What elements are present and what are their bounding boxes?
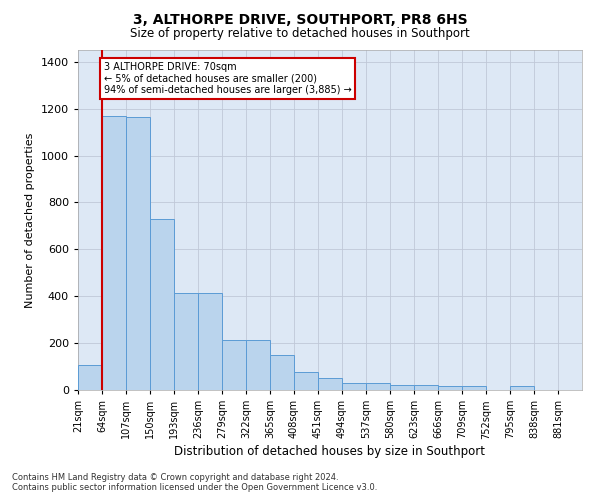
Bar: [198, 292, 222, 390]
Bar: [438, 386, 462, 390]
Bar: [414, 386, 438, 390]
Bar: [150, 219, 174, 390]
Bar: [78, 366, 102, 390]
Bar: [270, 355, 294, 390]
Bar: [366, 383, 390, 390]
Y-axis label: Number of detached properties: Number of detached properties: [25, 132, 35, 308]
Bar: [246, 340, 270, 390]
Text: 3, ALTHORPE DRIVE, SOUTHPORT, PR8 6HS: 3, ALTHORPE DRIVE, SOUTHPORT, PR8 6HS: [133, 12, 467, 26]
Bar: [510, 386, 534, 390]
Bar: [102, 116, 126, 390]
Text: Contains HM Land Registry data © Crown copyright and database right 2024.
Contai: Contains HM Land Registry data © Crown c…: [12, 473, 377, 492]
Bar: [294, 372, 318, 390]
Bar: [390, 386, 414, 390]
X-axis label: Distribution of detached houses by size in Southport: Distribution of detached houses by size …: [175, 446, 485, 458]
Bar: [222, 340, 246, 390]
Bar: [342, 383, 366, 390]
Text: Size of property relative to detached houses in Southport: Size of property relative to detached ho…: [130, 28, 470, 40]
Bar: [462, 386, 486, 390]
Bar: [174, 292, 198, 390]
Bar: [318, 378, 342, 390]
Bar: [126, 117, 150, 390]
Text: 3 ALTHORPE DRIVE: 70sqm
← 5% of detached houses are smaller (200)
94% of semi-de: 3 ALTHORPE DRIVE: 70sqm ← 5% of detached…: [104, 62, 352, 95]
